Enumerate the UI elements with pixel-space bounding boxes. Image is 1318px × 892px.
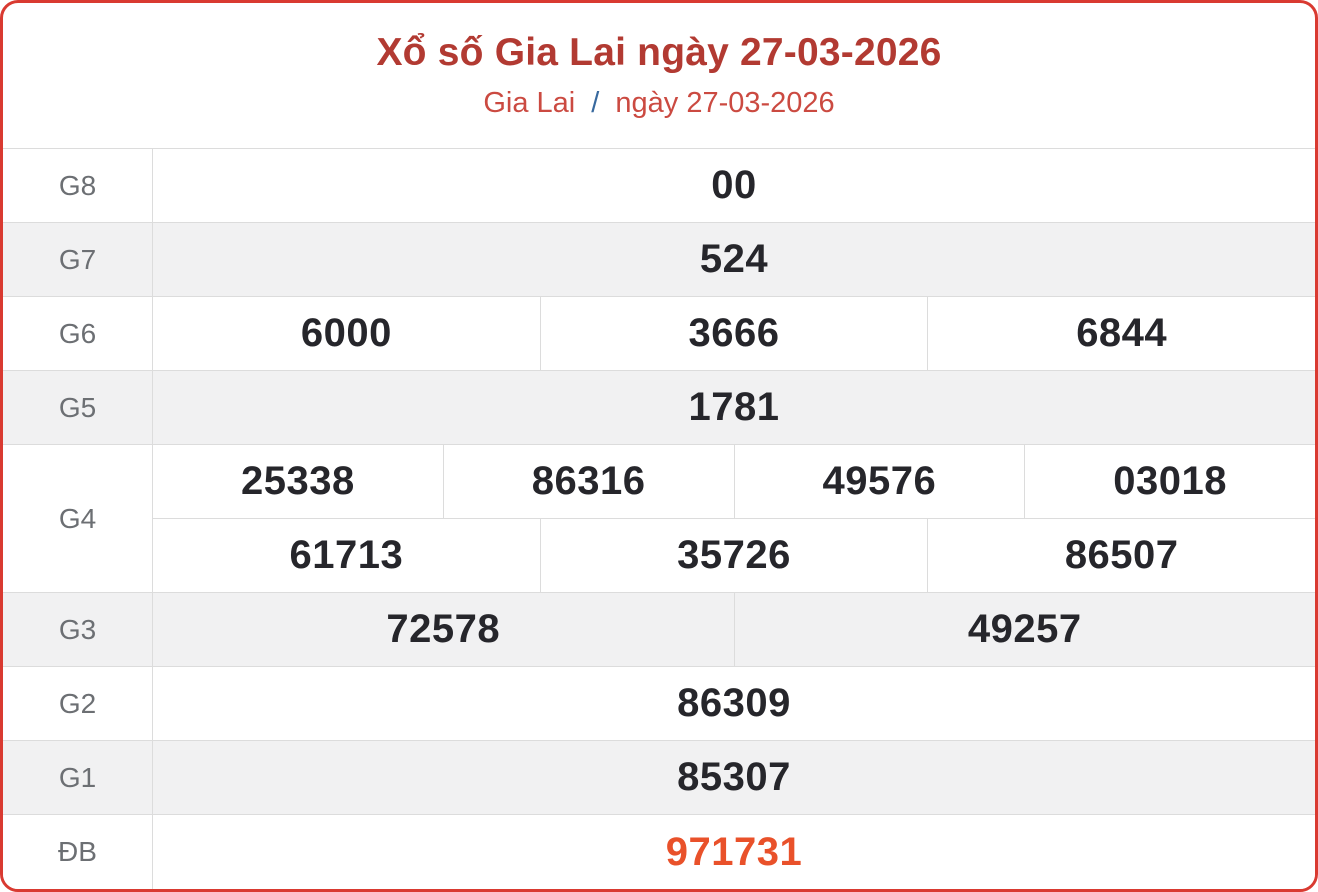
prize-label-g8: G8 bbox=[3, 149, 153, 222]
prize-label-g6: G6 bbox=[3, 297, 153, 370]
draw-date-link[interactable]: ngày 27-03-2026 bbox=[615, 87, 835, 119]
table-row-g5: G5 1781 bbox=[3, 371, 1315, 445]
prize-label-g7: G7 bbox=[3, 223, 153, 296]
prize-label-g2: G2 bbox=[3, 667, 153, 740]
prize-value: 61713 bbox=[289, 533, 404, 577]
prize-label-db: ĐB bbox=[3, 815, 153, 889]
prize-value: 72578 bbox=[386, 607, 501, 651]
prize-value: 86316 bbox=[442, 445, 734, 518]
table-row-db: ĐB 971731 bbox=[3, 815, 1315, 889]
prize-value: 49576 bbox=[733, 445, 1025, 518]
page-title: Xổ số Gia Lai ngày 27-03-2026 bbox=[376, 31, 942, 74]
prize-value: 3666 bbox=[539, 297, 928, 370]
table-row-g7: G7 524 bbox=[3, 223, 1315, 297]
prize-value: 1781 bbox=[688, 385, 780, 429]
prize-value: 85307 bbox=[677, 755, 791, 799]
prize-value: 6000 bbox=[300, 311, 392, 355]
prize-value: 86309 bbox=[677, 681, 791, 725]
prize-value: 86507 bbox=[927, 519, 1315, 592]
prize-label-g5: G5 bbox=[3, 371, 153, 444]
prize-value: 524 bbox=[699, 237, 769, 281]
prize-value: 25338 bbox=[241, 459, 355, 503]
results-table: G8 00 G7 524 G6 6000 3666 6844 G5 1781 bbox=[3, 149, 1315, 889]
table-row-g2: G2 86309 bbox=[3, 667, 1315, 741]
region-link[interactable]: Gia Lai bbox=[483, 87, 576, 119]
prize-value: 49257 bbox=[733, 593, 1316, 666]
prize-value: 00 bbox=[711, 163, 757, 207]
prize-label-g3: G3 bbox=[3, 593, 153, 666]
prize-value: 35726 bbox=[539, 519, 928, 592]
prize-value: 03018 bbox=[1024, 445, 1315, 518]
breadcrumb: Gia Lai / ngày 27-03-2026 bbox=[483, 87, 834, 120]
prize-label-g4: G4 bbox=[3, 445, 153, 592]
special-prize-value: 971731 bbox=[665, 829, 803, 874]
table-row-g4: G4 25338 86316 49576 03018 61713 35726 8… bbox=[3, 445, 1315, 593]
prize-label-g1: G1 bbox=[3, 741, 153, 814]
table-row-g3: G3 72578 49257 bbox=[3, 593, 1315, 667]
table-row-g6: G6 6000 3666 6844 bbox=[3, 297, 1315, 371]
table-row-g8: G8 00 bbox=[3, 149, 1315, 223]
results-header: Xổ số Gia Lai ngày 27-03-2026 Gia Lai / … bbox=[3, 3, 1315, 149]
prize-value: 6844 bbox=[927, 297, 1315, 370]
breadcrumb-separator: / bbox=[591, 87, 600, 119]
table-row-g1: G1 85307 bbox=[3, 741, 1315, 815]
